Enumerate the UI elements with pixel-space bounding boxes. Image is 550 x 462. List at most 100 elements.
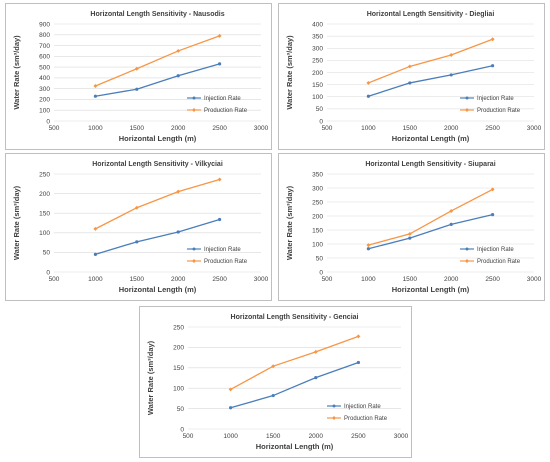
y-tick-label: 700 <box>39 43 50 50</box>
series-line-production-rate <box>95 35 220 87</box>
y-axis-label: Water Rate (sm³/day) <box>285 185 294 260</box>
x-tick-label: 2500 <box>351 433 366 440</box>
x-tick-label: 3000 <box>527 125 542 132</box>
data-point-production-rate <box>490 37 495 42</box>
x-axis-label: Horizontal Length (m) <box>256 442 334 451</box>
data-point-production-rate <box>228 387 233 392</box>
y-axis-label: Water Rate (sm³/day) <box>146 340 155 415</box>
legend-label-injection-rate: Injection Rate <box>477 247 514 253</box>
chart-svg-nausodis: Horizontal Length Sensitivity - Nausodis… <box>12 11 269 143</box>
legend-label-production-rate: Production Rate <box>477 259 521 265</box>
legend-label-injection-rate: Injection Rate <box>344 404 381 410</box>
data-point-injection-rate <box>314 375 318 380</box>
x-axis-label: Horizontal Length (m) <box>392 285 470 294</box>
y-axis-label: Water Rate (sm³/day) <box>12 185 21 260</box>
y-tick-label: 600 <box>39 54 50 61</box>
y-tick-label: 100 <box>312 241 323 248</box>
x-tick-label: 1500 <box>403 125 418 132</box>
x-tick-label: 2000 <box>444 125 459 132</box>
legend-marker-production-rate <box>192 259 196 263</box>
y-axis-label: Water Rate (sm³/day) <box>12 35 21 110</box>
legend-marker-production-rate <box>465 108 469 112</box>
y-tick-label: 0 <box>319 118 323 125</box>
legend-label-production-rate: Production Rate <box>477 108 521 114</box>
y-tick-label: 200 <box>312 70 323 77</box>
series-line-production-rate <box>230 335 359 390</box>
legend-marker-production-rate <box>332 416 336 420</box>
y-tick-label: 150 <box>39 211 50 218</box>
y-tick-label: 150 <box>173 365 184 372</box>
y-tick-label: 100 <box>39 108 50 115</box>
y-tick-label: 400 <box>39 75 50 82</box>
x-tick-label: 500 <box>322 125 333 132</box>
data-point-production-rate <box>313 349 318 354</box>
data-point-production-rate <box>217 33 222 38</box>
x-tick-label: 1500 <box>130 276 145 283</box>
legend-marker-production-rate <box>192 108 196 112</box>
data-point-injection-rate <box>176 230 180 234</box>
data-point-injection-rate <box>491 213 495 217</box>
chart-panel-vilkyciai: Horizontal Length Sensitivity - Vilkycia… <box>5 153 272 301</box>
chart-panel-siuparai: Horizontal Length Sensitivity - Siuparai… <box>278 153 545 301</box>
x-tick-label: 2000 <box>444 276 459 283</box>
y-tick-label: 250 <box>173 324 184 331</box>
chart-panel-nausodis: Horizontal Length Sensitivity - Nausodis… <box>5 3 272 150</box>
x-tick-label: 1500 <box>130 125 145 132</box>
x-tick-label: 3000 <box>394 433 409 440</box>
y-tick-label: 0 <box>180 426 184 433</box>
y-tick-label: 0 <box>319 269 323 276</box>
x-tick-label: 2000 <box>171 125 186 132</box>
data-point-injection-rate <box>449 73 453 77</box>
y-tick-label: 100 <box>312 94 323 101</box>
data-point-injection-rate <box>408 236 412 240</box>
y-tick-label: 50 <box>316 106 324 113</box>
x-tick-label: 500 <box>49 125 60 132</box>
x-tick-label: 3000 <box>254 125 269 132</box>
y-tick-label: 500 <box>39 64 50 71</box>
data-point-production-rate <box>93 83 98 88</box>
y-tick-label: 200 <box>39 191 50 198</box>
x-tick-label: 1000 <box>88 125 103 132</box>
data-point-production-rate <box>217 177 222 182</box>
x-tick-label: 2500 <box>212 125 227 132</box>
legend-label-injection-rate: Injection Rate <box>204 247 241 253</box>
x-tick-label: 1000 <box>361 276 376 283</box>
y-tick-label: 250 <box>312 199 323 206</box>
series-line-production-rate <box>368 188 493 246</box>
chart-svg-genciai: Horizontal Length Sensitivity - Genciai 0… <box>146 314 409 451</box>
data-point-injection-rate <box>218 217 222 222</box>
series-line-production-rate <box>95 178 220 230</box>
chart-panel-diegliai: Horizontal Length Sensitivity - Diegliai… <box>278 3 545 150</box>
legend-label-production-rate: Production Rate <box>204 108 248 114</box>
legend-label-injection-rate: Injection Rate <box>477 96 514 102</box>
chart-panel-genciai: Horizontal Length Sensitivity - Genciai 0… <box>139 306 412 458</box>
x-tick-label: 1000 <box>361 125 376 132</box>
legend-label-production-rate: Production Rate <box>204 259 248 265</box>
y-axis-label: Water Rate (sm³/day) <box>285 35 294 110</box>
legend-marker-injection-rate <box>465 247 469 251</box>
data-point-injection-rate <box>449 222 453 226</box>
data-point-injection-rate <box>408 81 412 85</box>
x-tick-label: 1000 <box>88 276 103 283</box>
data-point-injection-rate <box>491 64 495 68</box>
data-point-production-rate <box>449 208 454 213</box>
data-point-production-rate <box>366 243 371 248</box>
y-tick-label: 100 <box>173 386 184 393</box>
legend-label-injection-rate: Injection Rate <box>204 96 241 102</box>
legend-marker-injection-rate <box>465 96 469 100</box>
x-tick-label: 1500 <box>403 276 418 283</box>
series-line-injection-rate <box>368 65 493 97</box>
y-tick-label: 150 <box>312 82 323 89</box>
data-point-injection-rate <box>135 87 139 91</box>
y-tick-label: 0 <box>46 269 50 276</box>
chart-title: Horizontal Length Sensitivity - Siuparai <box>365 161 495 168</box>
y-tick-label: 150 <box>312 227 323 234</box>
chart-svg-siuparai: Horizontal Length Sensitivity - Siuparai… <box>285 161 542 294</box>
x-axis-label: Horizontal Length (m) <box>392 134 470 143</box>
y-tick-label: 200 <box>39 97 50 104</box>
y-tick-label: 200 <box>173 345 184 352</box>
data-point-production-rate <box>134 66 139 71</box>
x-tick-label: 3000 <box>254 276 269 283</box>
chart-title: Horizontal Length Sensitivity - Diegliai <box>367 11 495 18</box>
series-line-injection-rate <box>368 213 493 250</box>
